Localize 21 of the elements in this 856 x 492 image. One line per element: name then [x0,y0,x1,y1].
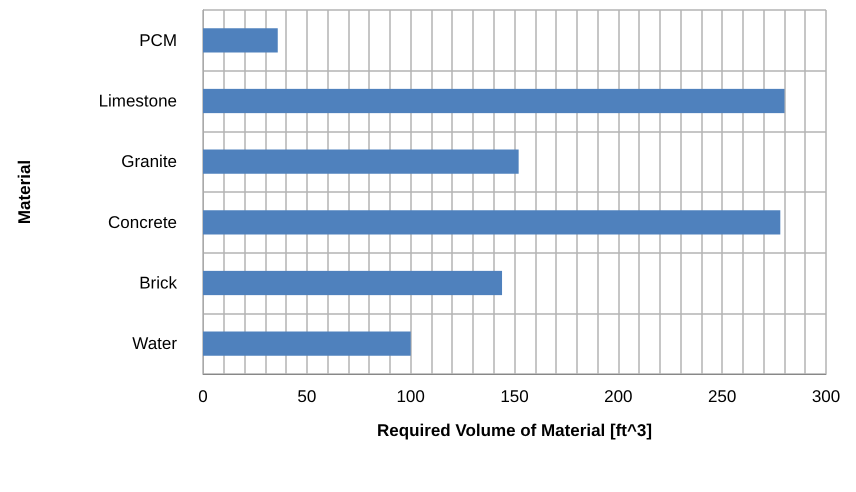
x-tick-label: 100 [396,387,425,406]
y-tick-label: Brick [139,274,178,292]
bar [203,270,502,296]
x-tick-label: 50 [297,387,316,406]
x-tick-label: 150 [500,387,529,406]
y-axis-title: Material [15,160,34,224]
bar [203,150,519,174]
bar [203,88,784,114]
bar [203,210,780,234]
y-tick-label: Limestone [98,92,177,110]
y-tick-label: Granite [121,152,177,172]
x-axis-title: Required Volume of Material [ft^3] [376,421,652,440]
y-tick-label: Concrete [108,212,177,232]
x-tick-label: 0 [198,387,208,406]
x-tick-label: 200 [604,387,633,406]
x-tick-label: 300 [812,387,840,406]
y-tick-label: Water [132,334,178,354]
bar [203,332,411,356]
x-tick-label: 250 [708,387,736,406]
bar [203,28,278,52]
y-tick-label: PCM [139,30,177,50]
